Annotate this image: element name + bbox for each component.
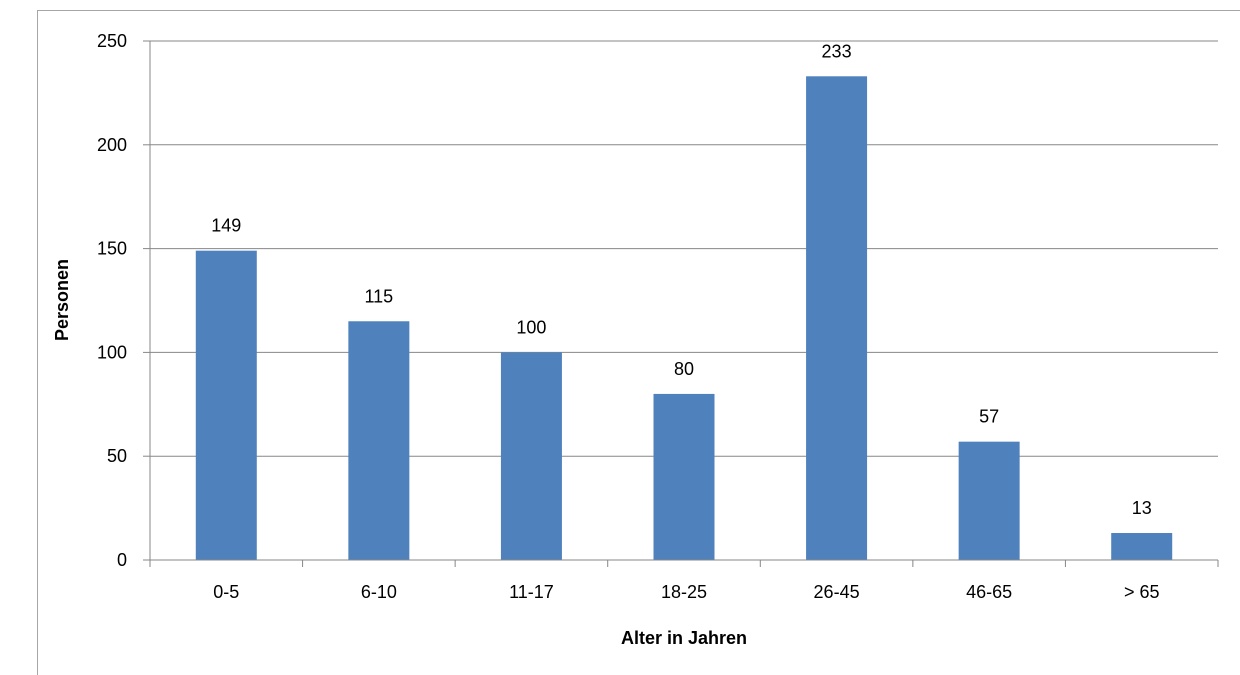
data-label: 13 (1132, 498, 1152, 518)
data-label: 115 (365, 286, 394, 306)
y-tick-label: 0 (117, 550, 127, 570)
data-label: 100 (516, 317, 546, 337)
x-tick-label: 11-17 (509, 582, 554, 602)
x-tick-labels: 0-5 6-10 11-17 18-25 26-45 46-65 > 65 (213, 582, 1159, 602)
y-tick-label: 200 (97, 135, 127, 155)
bars (196, 76, 1172, 560)
x-tick-label: 26-45 (814, 582, 860, 602)
y-tick-label: 100 (97, 342, 127, 362)
bar (348, 321, 409, 560)
bar (501, 352, 562, 560)
bar (806, 76, 867, 560)
data-label: 233 (822, 41, 852, 61)
y-axis-title: Personen (52, 259, 72, 341)
y-tick-labels: 0 50 100 150 200 250 (97, 31, 127, 570)
bar (959, 442, 1020, 560)
data-label: 80 (674, 359, 694, 379)
data-label: 57 (979, 407, 999, 427)
x-tick-label: 46-65 (966, 582, 1012, 602)
y-tick-label: 150 (97, 239, 127, 259)
x-tick-label: 6-10 (361, 582, 397, 602)
y-tick-label: 250 (97, 31, 127, 51)
x-axis-title: Alter in Jahren (621, 628, 747, 648)
data-label: 149 (211, 216, 241, 236)
x-tick-label: > 65 (1124, 582, 1160, 602)
bar (1111, 533, 1172, 560)
y-tick-label: 50 (107, 446, 127, 466)
bar (196, 251, 257, 560)
x-tick-label: 18-25 (661, 582, 707, 602)
x-tick-label: 0-5 (213, 582, 239, 602)
bar (654, 394, 715, 560)
